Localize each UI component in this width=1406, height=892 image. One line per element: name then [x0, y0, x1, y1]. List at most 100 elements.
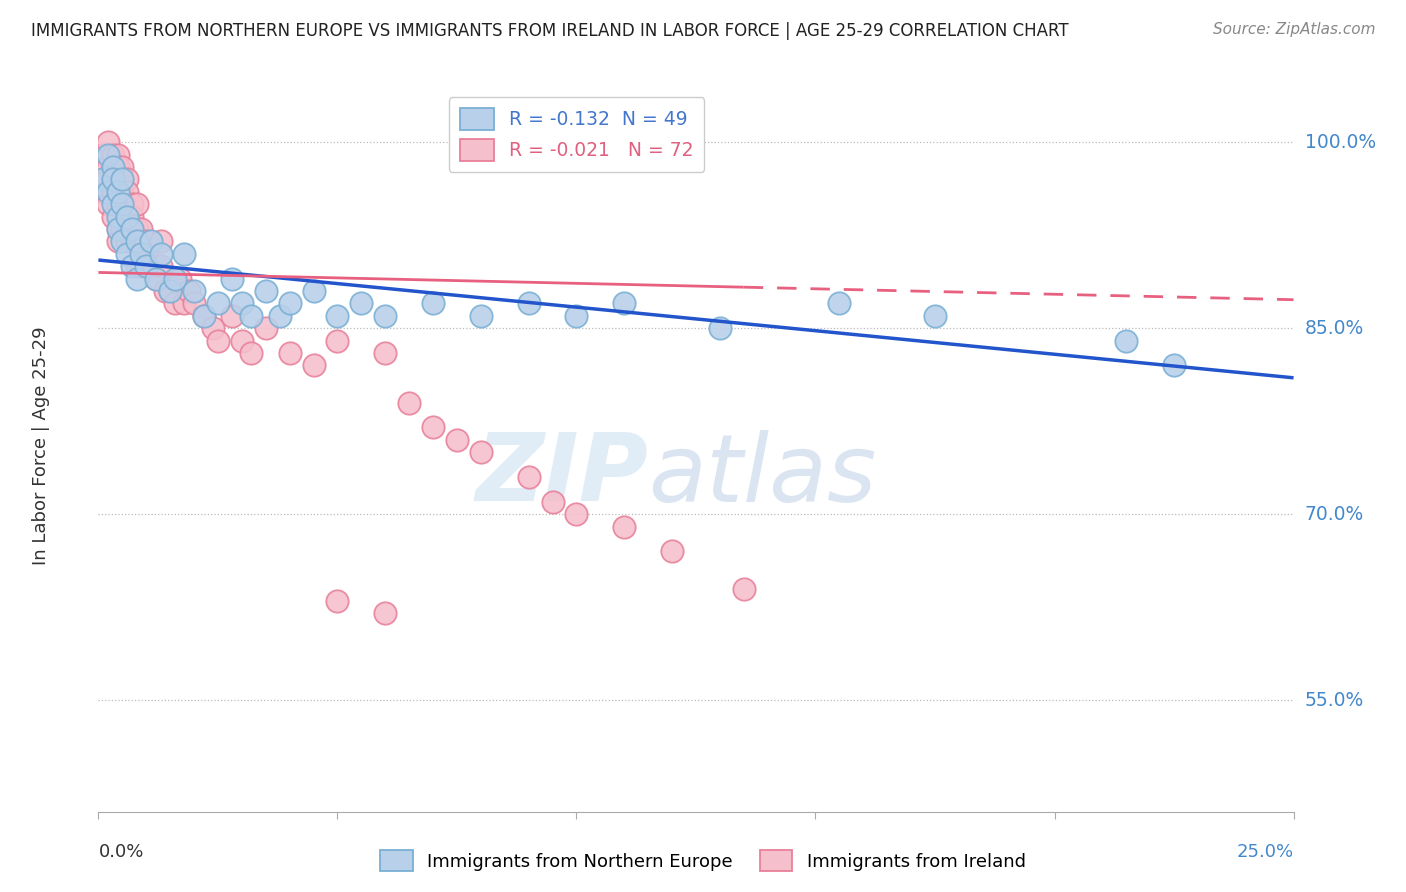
Point [101, 197, 124, 211]
Point [207, 334, 229, 348]
Point [240, 309, 263, 323]
Point [145, 271, 167, 285]
Point [111, 197, 134, 211]
Point [661, 544, 683, 558]
Point [159, 284, 181, 298]
Text: ZIP: ZIP [475, 429, 648, 521]
Point [470, 309, 492, 323]
Point [221, 271, 243, 285]
Point [565, 309, 588, 323]
Point [121, 222, 143, 236]
Point [111, 222, 134, 236]
Text: 70.0%: 70.0% [1305, 505, 1364, 524]
Point [1163, 359, 1185, 373]
Point [135, 259, 157, 273]
Point [91, 185, 114, 199]
Point [221, 309, 243, 323]
Point [326, 334, 349, 348]
Point [115, 247, 138, 261]
Point [135, 235, 157, 249]
Point [254, 321, 277, 335]
Point [374, 309, 396, 323]
Point [326, 309, 349, 323]
Point [149, 259, 172, 273]
Point [131, 247, 153, 261]
Point [107, 222, 129, 236]
Point [733, 582, 755, 596]
Point [91, 172, 114, 186]
Point [121, 210, 143, 224]
Point [107, 222, 129, 236]
Point [278, 296, 301, 310]
Point [115, 185, 138, 199]
Point [374, 607, 396, 621]
Point [613, 519, 636, 533]
Point [446, 433, 468, 447]
Point [115, 210, 138, 224]
Text: 85.0%: 85.0% [1305, 318, 1364, 338]
Point [97, 172, 120, 186]
Point [207, 296, 229, 310]
Point [107, 147, 129, 161]
Point [97, 197, 120, 211]
Point [97, 185, 120, 199]
Point [159, 284, 181, 298]
Point [107, 160, 129, 174]
Point [1115, 334, 1137, 348]
Point [565, 507, 588, 521]
Point [269, 309, 291, 323]
Point [398, 395, 420, 409]
Point [828, 296, 851, 310]
Point [517, 296, 540, 310]
Point [101, 172, 124, 186]
Point [422, 296, 444, 310]
Text: IMMIGRANTS FROM NORTHERN EUROPE VS IMMIGRANTS FROM IRELAND IN LABOR FORCE | AGE : IMMIGRANTS FROM NORTHERN EUROPE VS IMMIG… [31, 22, 1069, 40]
Point [101, 210, 124, 224]
Point [111, 197, 134, 211]
Point [302, 284, 325, 298]
Point [924, 309, 946, 323]
Point [350, 296, 373, 310]
Point [254, 284, 277, 298]
Point [193, 309, 215, 323]
Point [173, 296, 195, 310]
Point [613, 296, 636, 310]
Point [139, 259, 162, 273]
Point [107, 185, 129, 199]
Text: In Labor Force | Age 25-29: In Labor Force | Age 25-29 [32, 326, 51, 566]
Point [111, 185, 134, 199]
Point [121, 259, 143, 273]
Point [101, 160, 124, 174]
Point [131, 259, 153, 273]
Point [149, 247, 172, 261]
Point [155, 284, 177, 298]
Legend: Immigrants from Northern Europe, Immigrants from Ireland: Immigrants from Northern Europe, Immigra… [373, 843, 1033, 879]
Point [131, 222, 153, 236]
Point [278, 346, 301, 360]
Point [163, 296, 186, 310]
Point [240, 346, 263, 360]
Point [125, 271, 148, 285]
Point [326, 594, 349, 608]
Point [115, 210, 138, 224]
Point [91, 147, 114, 161]
Point [183, 284, 205, 298]
Point [173, 247, 195, 261]
Point [107, 210, 129, 224]
Point [135, 247, 157, 261]
Point [97, 147, 120, 161]
Point [179, 284, 201, 298]
Point [202, 321, 225, 335]
Point [107, 172, 129, 186]
Point [101, 160, 124, 174]
Text: 25.0%: 25.0% [1236, 843, 1294, 861]
Point [125, 259, 148, 273]
Point [169, 271, 191, 285]
Point [517, 470, 540, 484]
Point [125, 235, 148, 249]
Text: Source: ZipAtlas.com: Source: ZipAtlas.com [1212, 22, 1375, 37]
Point [541, 495, 564, 509]
Point [91, 172, 114, 186]
Point [121, 235, 143, 249]
Point [709, 321, 731, 335]
